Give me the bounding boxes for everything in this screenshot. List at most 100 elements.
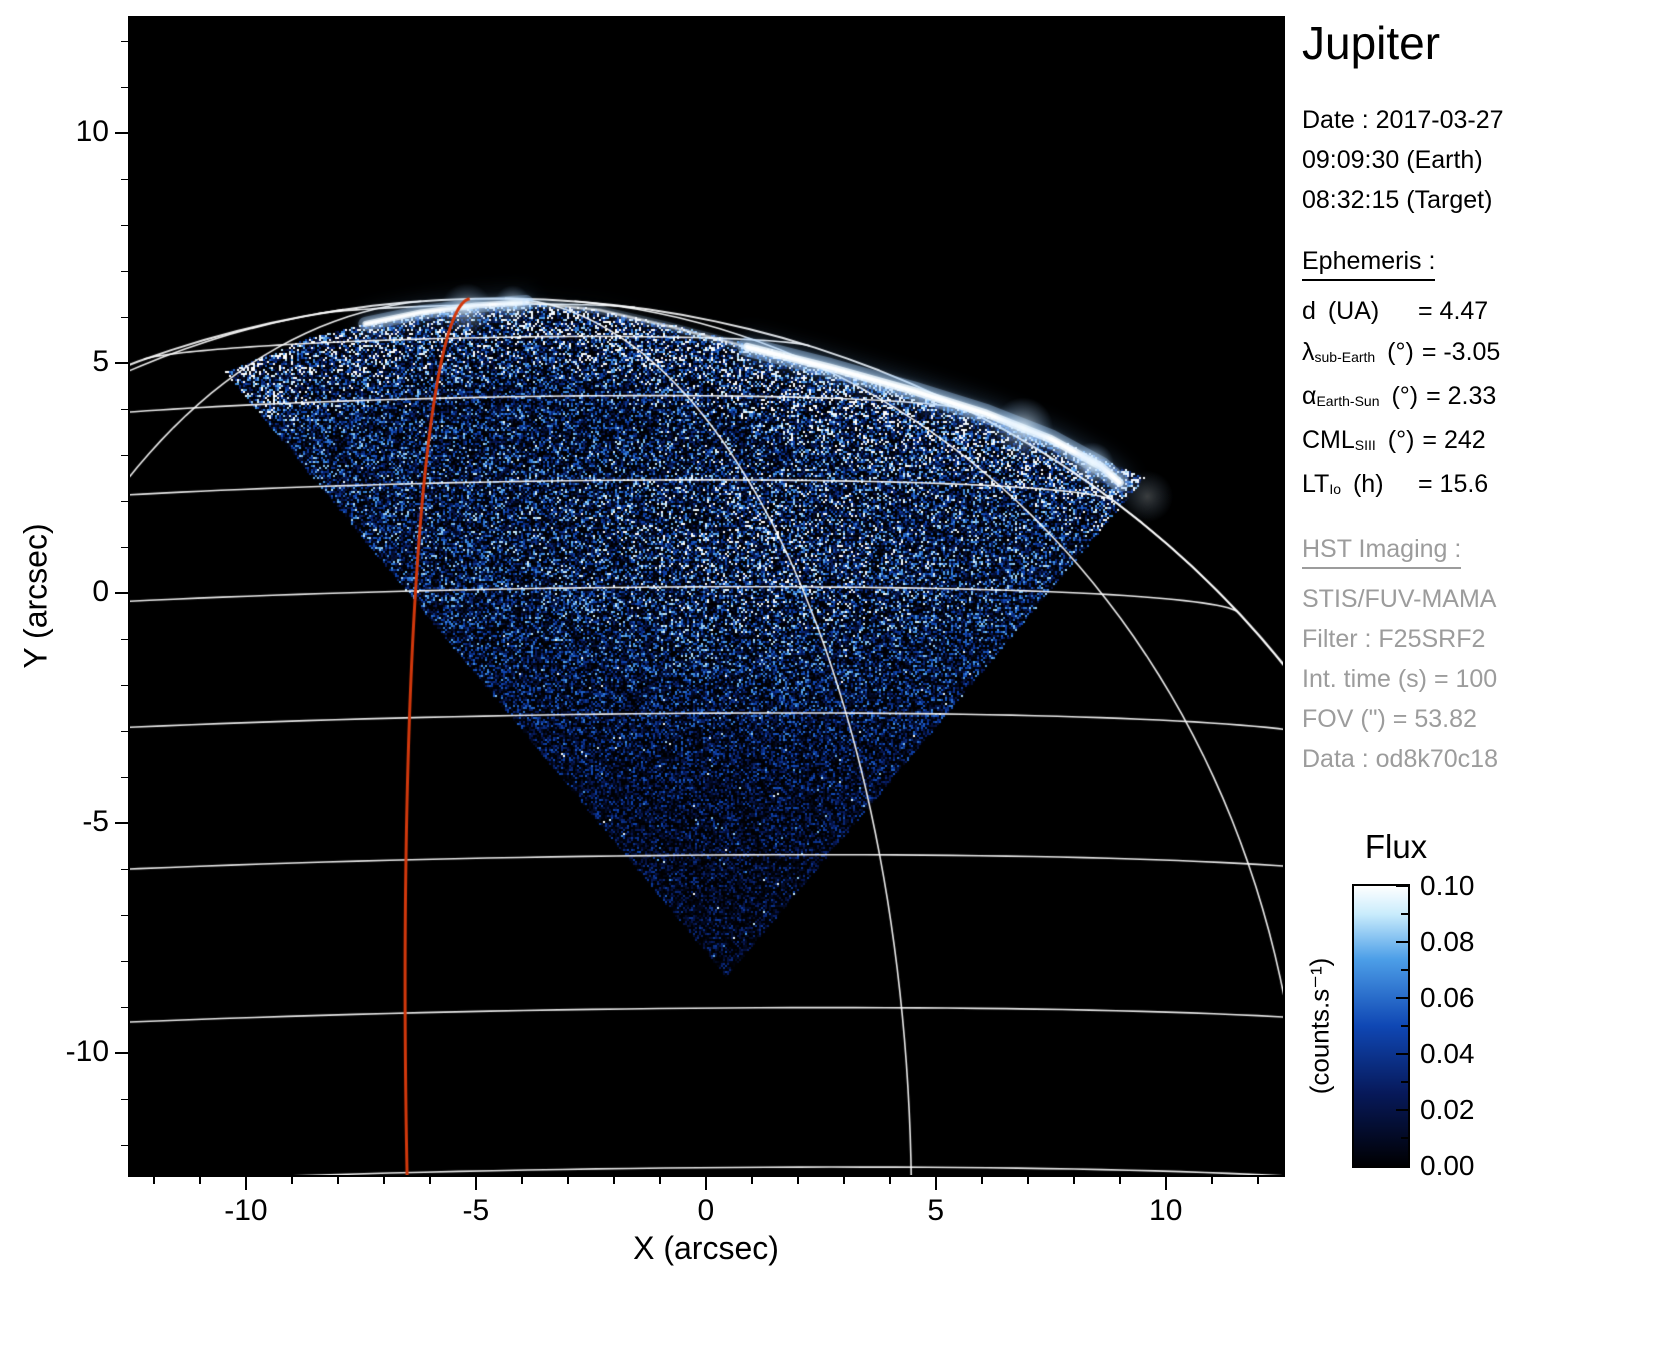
colorbar-minor-tick [1401,1137,1408,1139]
colorbar-tick-label: 0.08 [1420,925,1530,959]
colorbar-tick [1396,997,1408,999]
quantity-symbol: LT [1302,464,1329,505]
ephemeris-section: Ephemeris : d (UA) = 4.47 λ sub-Earth (°)… [1302,220,1674,508]
colorbar-tick-label: 0.10 [1420,869,1530,903]
hst-filter-line: Filter : F25SRF2 [1302,619,1674,659]
y-tick-label: 5 [23,344,109,380]
target-title: Jupiter [1302,16,1674,70]
ephemeris-row-cml: CML SIII (°) = 242 [1302,420,1674,464]
y-axis-minor-tick [121,41,128,43]
colorbar-tick [1396,1053,1408,1055]
hst-instrument-line: STIS/FUV-MAMA [1302,579,1674,619]
y-axis-minor-tick [121,869,128,871]
x-axis-tick [475,1177,477,1190]
x-axis-title: X (arcsec) [633,1230,779,1267]
quantity-symbol: α [1302,376,1316,417]
x-axis-minor-tick [613,1177,615,1184]
y-axis-minor-tick [121,501,128,503]
colorbar-unit-label: (counts.s⁻¹) [1305,958,1336,1095]
hst-imaging-heading: HST Imaging : [1302,534,1461,569]
x-axis-tick [935,1177,937,1190]
quantity-unit: (°) [1387,332,1414,373]
x-tick-label: 5 [891,1193,981,1229]
x-axis-minor-tick [889,1177,891,1184]
quantity-name: α Earth-Sun (°) [1302,376,1418,420]
quantity-unit: (°) [1391,376,1418,417]
y-tick-label: -10 [23,1034,109,1070]
observation-times: Date : 2017-03-27 09:09:30 (Earth) 08:32… [1302,100,1674,220]
x-axis-minor-tick [981,1177,983,1184]
y-axis-minor-tick [121,225,128,227]
quantity-symbol: CML [1302,420,1355,461]
y-axis-minor-tick [121,547,128,549]
quantity-name: λ sub-Earth (°) [1302,332,1414,376]
y-axis-minor-tick [121,685,128,687]
figure-root: X (arcsec) Y (arcsec) Jupiter Date : 201… [0,0,1677,1367]
x-axis-tick [705,1177,707,1190]
x-axis-minor-tick [797,1177,799,1184]
ephemeris-row-sub-earth-lat: λ sub-Earth (°) = -3.05 [1302,332,1674,376]
target-time-line: 08:32:15 (Target) [1302,180,1674,220]
x-axis-minor-tick [843,1177,845,1184]
y-axis-minor-tick [121,639,128,641]
colorbar-tick-label: 0.04 [1420,1037,1530,1071]
y-axis-minor-tick [121,1099,128,1101]
colorbar-minor-tick [1401,1081,1408,1083]
y-axis-minor-tick [121,271,128,273]
colorbar-minor-tick [1401,913,1408,915]
y-axis-minor-tick [121,777,128,779]
quantity-symbol: λ [1302,332,1315,373]
x-axis-minor-tick [153,1177,155,1184]
earth-time-line: 09:09:30 (Earth) [1302,140,1674,180]
y-axis-minor-tick [121,455,128,457]
colorbar-tick [1396,885,1408,887]
quantity-subscript: Earth-Sun [1316,381,1379,422]
ephemeris-heading: Ephemeris : [1302,246,1435,281]
x-axis-minor-tick [521,1177,523,1184]
quantity-subscript: sub-Earth [1315,337,1376,378]
x-axis-minor-tick [1119,1177,1121,1184]
ephemeris-row-phase-angle: α Earth-Sun (°) = 2.33 [1302,376,1674,420]
x-axis-minor-tick [1073,1177,1075,1184]
y-axis-tick [115,592,128,594]
quantity-value: = -3.05 [1422,332,1501,373]
colorbar-title: Flux [1365,828,1427,866]
x-axis-minor-tick [1257,1177,1259,1184]
y-axis-minor-tick [121,731,128,733]
quantity-value: = 242 [1422,420,1485,461]
quantity-symbol: d [1302,291,1316,332]
x-tick-label: -5 [431,1193,521,1229]
x-axis-minor-tick [1027,1177,1029,1184]
y-axis-tick [115,362,128,364]
quantity-subscript: SIII [1355,425,1376,466]
quantity-value: = 2.33 [1426,376,1496,417]
y-axis-minor-tick [121,1145,128,1147]
quantity-unit: (°) [1388,420,1415,461]
x-tick-label: 10 [1121,1193,1211,1229]
hst-int-time-line: Int. time (s) = 100 [1302,659,1674,699]
date-line: Date : 2017-03-27 [1302,100,1674,140]
quantity-unit: (h) [1353,464,1384,505]
colorbar-tick-label: 0.02 [1420,1093,1530,1127]
colorbar-minor-tick [1401,969,1408,971]
quantity-unit: (UA) [1328,291,1379,332]
y-axis-tick [115,132,128,134]
x-tick-label: 0 [661,1193,751,1229]
x-axis-minor-tick [1211,1177,1213,1184]
colorbar-tick [1396,941,1408,943]
quantity-value: = 4.47 [1418,291,1488,332]
x-axis-tick [1165,1177,1167,1190]
colorbar-tick-label: 0.00 [1420,1149,1530,1183]
quantity-value: = 15.6 [1418,464,1488,505]
y-axis-minor-tick [121,87,128,89]
y-axis-minor-tick [121,961,128,963]
y-tick-label: 0 [23,574,109,610]
quantity-name: CML SIII (°) [1302,420,1414,464]
aurora-image-plot [128,16,1285,1177]
colorbar-tick [1396,1165,1408,1167]
x-axis-minor-tick [337,1177,339,1184]
colorbar-tick-label: 0.06 [1420,981,1530,1015]
hst-data-id-line: Data : od8k70c18 [1302,739,1674,779]
x-axis-minor-tick [199,1177,201,1184]
hst-fov-line: FOV (") = 53.82 [1302,699,1674,739]
